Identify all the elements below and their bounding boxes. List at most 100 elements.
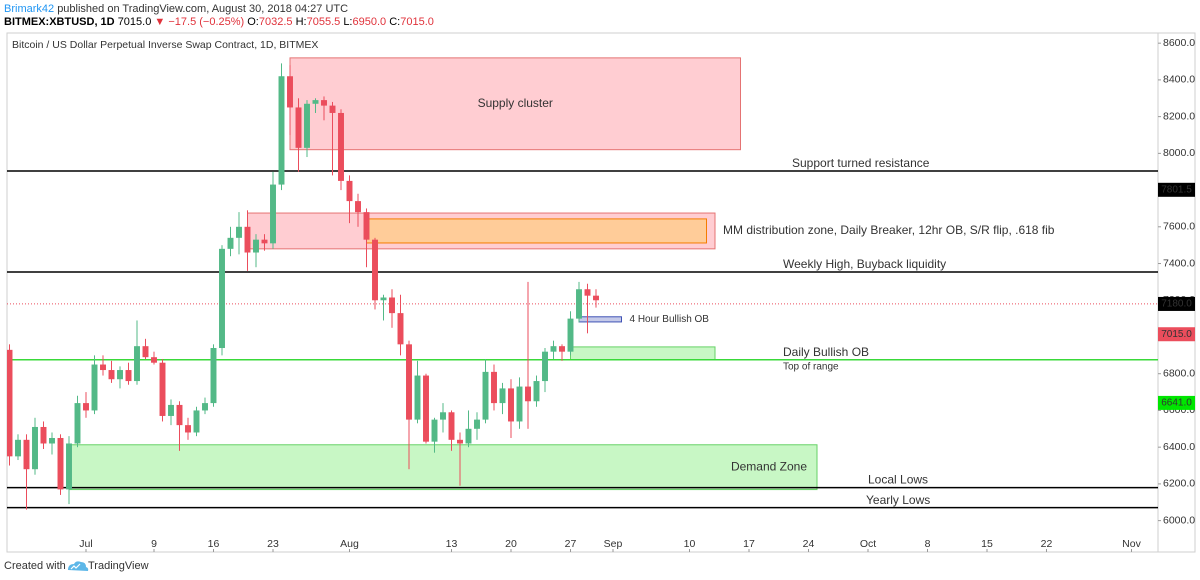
header-line-1: Brimark42 published on TradingView.com, … — [4, 3, 348, 15]
ohlc-value: 7055.5 — [307, 16, 341, 28]
candle-body — [321, 100, 327, 106]
candle-body — [372, 239, 378, 301]
ohlc-key: O: — [247, 16, 259, 28]
y-tick-label: 8200.0 — [1163, 110, 1195, 122]
candle-body — [525, 386, 531, 402]
candle-body — [542, 351, 548, 382]
ohlc-value: 7032.5 — [259, 16, 293, 28]
candle-body — [304, 103, 310, 148]
candle-body — [74, 403, 81, 444]
candle-body — [168, 404, 174, 416]
candle-body — [397, 313, 404, 345]
candle-body — [457, 439, 463, 444]
level-label: Yearly Lows — [866, 493, 930, 507]
zone — [68, 444, 818, 491]
x-tick-label: 9 — [151, 538, 157, 550]
candle-body — [440, 412, 446, 420]
zone-label: Supply cluster — [478, 96, 553, 110]
candle-body — [100, 364, 106, 371]
candle-body — [83, 403, 89, 411]
y-tick-label: 7400.0 — [1163, 257, 1195, 269]
x-tick-label: Oct — [860, 538, 876, 550]
candle-body — [253, 239, 259, 253]
x-tick-label: Sep — [604, 538, 623, 550]
footer-created: Created with — [4, 560, 66, 572]
candle-body — [57, 437, 64, 490]
x-tick-label: 16 — [208, 538, 220, 550]
zone-label: MM distribution zone, Daily Breaker, 12h… — [723, 223, 1055, 237]
zone — [570, 346, 716, 361]
candle-body — [516, 386, 523, 422]
x-tick-label: 23 — [267, 538, 279, 550]
candle-body — [474, 419, 480, 429]
chart-frame — [6, 32, 1196, 553]
candle-body — [91, 364, 98, 411]
candle-body — [244, 226, 251, 253]
candle-wick — [561, 344, 563, 361]
candle-body — [66, 443, 72, 490]
candle-body — [117, 370, 123, 380]
candle-body — [346, 180, 353, 202]
x-tick-label: 22 — [1041, 538, 1053, 550]
candle-body — [49, 437, 55, 444]
ohlc-key: C: — [389, 16, 400, 28]
symbol: BITMEX:XBTUSD, 1D — [4, 16, 115, 28]
candle-body — [499, 388, 506, 404]
price-label: 6641.0 — [1161, 398, 1192, 409]
level-label: Local Lows — [868, 473, 928, 487]
candle-body — [227, 237, 234, 249]
price-label-box — [1158, 182, 1195, 197]
x-tick-label: 8 — [925, 538, 931, 550]
candle-body — [108, 370, 115, 380]
published: published on TradingView.com, August 30,… — [57, 3, 348, 15]
candle-body — [533, 381, 540, 402]
plot-area — [7, 57, 1158, 510]
candle-body — [389, 297, 395, 314]
author[interactable]: Brimark42 — [4, 3, 54, 15]
candle-body — [134, 346, 140, 382]
x-tick-label: 17 — [743, 538, 755, 550]
candle-body — [202, 403, 208, 411]
level-label: Support turned resistance — [792, 156, 930, 170]
candle-body — [236, 226, 242, 238]
candle-body — [491, 371, 497, 404]
candle-wick — [315, 98, 316, 113]
candle-body — [567, 318, 574, 352]
price-label: 7801.5 — [1161, 184, 1192, 195]
candle-body — [355, 201, 361, 213]
candle-body — [559, 346, 565, 352]
level-label: Daily Bullish OB — [783, 345, 869, 359]
candle-body — [185, 425, 191, 433]
price-label: 7180.0 — [1161, 299, 1192, 310]
y-tick-label: 6800.0 — [1163, 367, 1195, 379]
header-line-2: BITMEX:XBTUSD, 1D 7015.0 ▼ −17.5 (−0.25%… — [4, 16, 434, 28]
y-tick-label: 6000.0 — [1163, 514, 1195, 526]
footer-brand[interactable]: TradingView — [88, 560, 149, 572]
candle-body — [261, 239, 268, 244]
candle-body — [125, 370, 132, 382]
y-tick-label: 8000.0 — [1163, 147, 1195, 159]
x-tick-label: 24 — [803, 538, 815, 550]
y-tick-label: 6200.0 — [1163, 478, 1195, 490]
candle-body — [193, 410, 200, 433]
candle-wick — [179, 401, 180, 451]
candle-wick — [527, 281, 529, 429]
candle-body — [219, 248, 225, 349]
logo-line — [70, 563, 81, 570]
candle-wick — [332, 101, 333, 176]
candle-body — [423, 375, 429, 442]
zone — [578, 316, 622, 323]
candle-body — [448, 412, 455, 440]
candle-body — [312, 100, 319, 104]
candle-body — [482, 371, 489, 420]
zone — [366, 218, 707, 244]
candle-body — [7, 349, 13, 457]
x-tick-label: Nov — [1122, 538, 1141, 550]
ohlc-value: 7015.0 — [400, 16, 434, 28]
change: ▼ −17.5 (−0.25%) — [154, 16, 244, 28]
ohlc-key: L: — [343, 16, 352, 28]
candle-wick — [587, 283, 588, 334]
price-label-box — [1158, 296, 1195, 311]
candle-wick — [459, 432, 461, 486]
x-tick-label: 27 — [565, 538, 577, 550]
